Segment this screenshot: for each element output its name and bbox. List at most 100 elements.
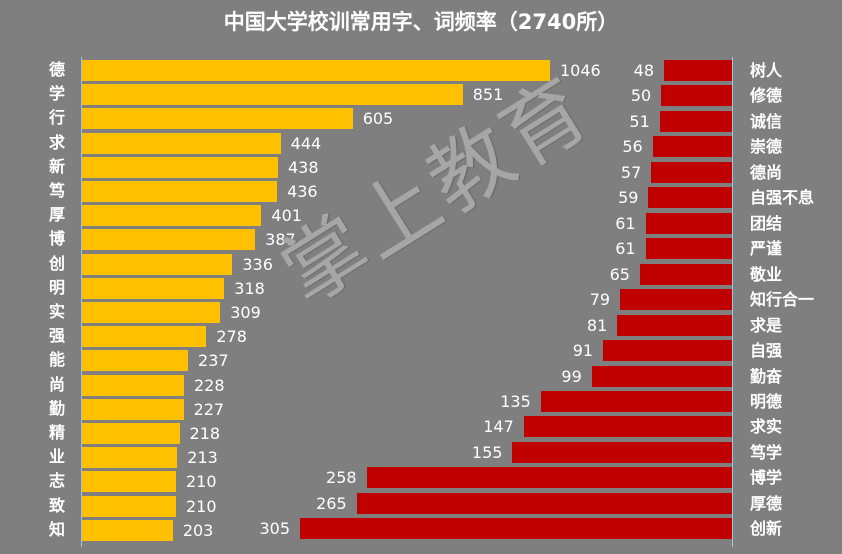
left-value-label: 213 xyxy=(187,448,218,468)
left-category-label: 新 xyxy=(48,156,65,176)
left-bar[interactable] xyxy=(82,132,281,154)
left-bar[interactable] xyxy=(82,156,278,178)
left-bar[interactable] xyxy=(82,471,176,493)
right-category-label: 厚德 xyxy=(750,493,783,513)
right-bar[interactable] xyxy=(603,340,732,362)
right-category-label: 自强不息 xyxy=(750,188,815,208)
right-axis-line xyxy=(732,57,733,547)
right-bar[interactable] xyxy=(366,467,732,489)
right-bar[interactable] xyxy=(661,85,732,107)
right-category-label: 勤奋 xyxy=(750,366,783,386)
left-category-label: 厚 xyxy=(48,205,65,225)
left-bar[interactable] xyxy=(82,181,278,202)
right-bar[interactable] xyxy=(523,416,732,438)
right-bar[interactable] xyxy=(651,161,732,183)
left-value-label: 227 xyxy=(193,399,225,419)
right-value-label: 59 xyxy=(618,188,639,208)
right-category-label: 严谨 xyxy=(750,239,783,259)
right-value-label: 258 xyxy=(326,468,357,488)
left-value-label: 436 xyxy=(287,182,318,201)
right-value-label: 48 xyxy=(633,61,654,80)
left-value-label: 218 xyxy=(189,424,221,443)
left-bar[interactable] xyxy=(82,519,173,541)
left-category-label: 创 xyxy=(48,253,65,273)
right-value-label: 61 xyxy=(615,213,636,233)
left-value-label: 336 xyxy=(242,254,273,274)
left-value-label: 203 xyxy=(182,520,214,540)
left-value-label: 605 xyxy=(362,109,394,129)
right-value-label: 99 xyxy=(561,366,582,386)
left-category-label: 强 xyxy=(48,326,65,346)
right-category-label: 敬业 xyxy=(750,264,783,284)
left-value-label: 387 xyxy=(265,230,296,250)
left-bar[interactable] xyxy=(82,423,180,444)
left-bar[interactable] xyxy=(82,495,176,517)
right-value-label: 56 xyxy=(622,137,643,157)
right-bar[interactable] xyxy=(356,492,732,514)
left-bar[interactable] xyxy=(82,398,184,420)
right-bar[interactable] xyxy=(645,238,732,260)
left-value-label: 309 xyxy=(230,303,261,322)
left-value-label: 851 xyxy=(472,85,504,105)
right-category-label: 笃学 xyxy=(750,442,783,462)
left-category-label: 求 xyxy=(48,132,65,152)
right-category-label: 诚信 xyxy=(750,111,783,131)
right-category-label: 求是 xyxy=(750,315,783,335)
left-category-label: 行 xyxy=(48,108,65,128)
left-category-label: 志 xyxy=(48,471,65,491)
right-value-label: 79 xyxy=(589,290,611,310)
right-category-label: 知行合一 xyxy=(750,290,815,310)
right-value-label: 147 xyxy=(483,417,514,437)
left-category-label: 明 xyxy=(48,277,65,297)
right-category-label: 明德 xyxy=(750,391,783,411)
left-bar[interactable] xyxy=(82,205,262,227)
right-category-label: 自强 xyxy=(750,341,783,361)
left-bar[interactable] xyxy=(82,84,463,106)
right-bar[interactable] xyxy=(591,365,732,387)
right-value-label: 305 xyxy=(259,519,290,539)
left-category-label: 博 xyxy=(48,229,65,249)
left-category-label: 笃 xyxy=(48,181,65,200)
left-value-label: 228 xyxy=(194,375,225,395)
left-bar[interactable] xyxy=(82,302,221,323)
left-bar[interactable] xyxy=(82,277,225,299)
right-bar[interactable] xyxy=(617,314,732,336)
right-value-label: 57 xyxy=(620,162,642,182)
right-bar[interactable] xyxy=(620,289,732,311)
right-bar[interactable] xyxy=(512,441,732,463)
right-category-label: 求实 xyxy=(750,417,783,437)
left-category-label: 学 xyxy=(48,84,65,104)
right-bar[interactable] xyxy=(300,518,732,540)
right-value-label: 135 xyxy=(500,391,531,411)
left-bar[interactable] xyxy=(82,326,207,348)
left-bar[interactable] xyxy=(82,60,550,81)
left-value-label: 444 xyxy=(290,133,322,153)
left-bar[interactable] xyxy=(82,374,184,396)
left-axis-line xyxy=(81,57,82,547)
left-bar[interactable] xyxy=(82,108,353,130)
left-category-label: 能 xyxy=(48,350,65,370)
left-bar[interactable] xyxy=(82,229,256,251)
left-bar[interactable] xyxy=(82,447,178,469)
right-bar[interactable] xyxy=(652,136,732,158)
right-category-label: 树人 xyxy=(750,61,783,80)
left-value-label: 438 xyxy=(287,157,319,177)
left-category-label: 德 xyxy=(48,60,65,79)
right-bar[interactable] xyxy=(664,60,732,81)
left-category-label: 勤 xyxy=(48,398,65,418)
left-value-label: 237 xyxy=(198,351,229,371)
right-bar[interactable] xyxy=(659,110,732,132)
right-value-label: 265 xyxy=(316,493,347,513)
right-value-label: 65 xyxy=(609,264,630,284)
right-bar[interactable] xyxy=(645,212,732,234)
right-category-label: 修德 xyxy=(750,86,783,106)
left-category-label: 致 xyxy=(48,495,65,515)
right-bar[interactable] xyxy=(639,263,732,285)
left-bar[interactable] xyxy=(82,350,189,372)
right-bar[interactable] xyxy=(540,390,732,412)
left-bar[interactable] xyxy=(82,253,233,275)
left-value-label: 1046 xyxy=(560,61,601,80)
right-bar[interactable] xyxy=(648,187,732,209)
left-value-label: 401 xyxy=(271,206,302,226)
left-category-label: 业 xyxy=(48,447,65,467)
